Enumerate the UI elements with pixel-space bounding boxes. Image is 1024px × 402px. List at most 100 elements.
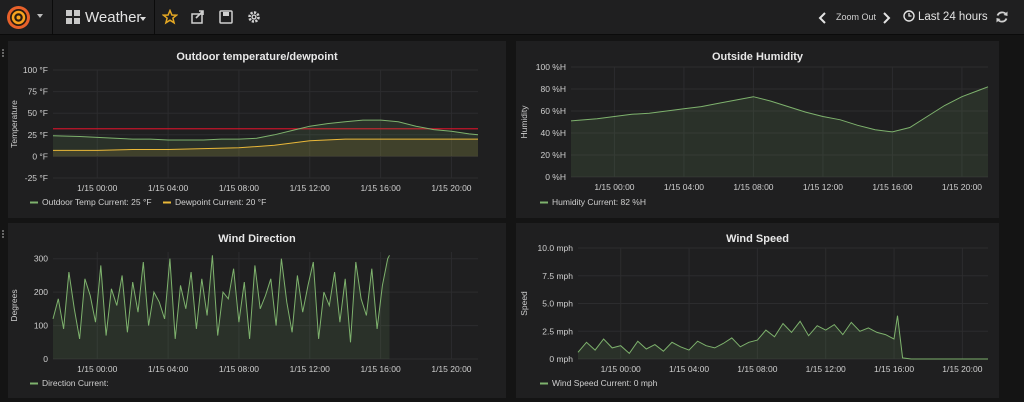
series-area-outdoor-temp (53, 120, 478, 157)
temperature-chart: 100 °F 75 °F 50 °F 25 °F 0 °F -25 °F 1/15 00:0… (9, 65, 479, 207)
y-tick-label: 100 %H (536, 62, 566, 72)
legend-swatch (30, 382, 38, 385)
y-tick-label: -25 °F (25, 173, 48, 183)
x-tick-label: 1/15 08:00 (219, 364, 259, 374)
x-tick-label: 1/15 08:00 (219, 183, 259, 193)
row-collapse-handle[interactable] (0, 48, 6, 58)
grafana-logo-icon (7, 6, 30, 29)
legend-entry: Dewpoint Current: 20 °F (175, 197, 266, 207)
legend-swatch (540, 382, 548, 385)
x-tick-label: 1/15 04:00 (148, 364, 188, 374)
row-collapse-handle[interactable] (0, 229, 6, 239)
y-tick-label: 200 (34, 287, 48, 297)
y-tick-label: 60 %H (540, 106, 566, 116)
x-tick-label: 1/15 20:00 (431, 364, 471, 374)
panel-wind-direction[interactable]: Wind Direction 300 200 100 0 1/15 00:00 1/15 … (8, 223, 506, 398)
x-tick-label: 1/15 16:00 (874, 364, 914, 374)
y-tick-label: 20 %H (540, 150, 566, 160)
legend-swatch (30, 201, 38, 204)
star-icon[interactable] (162, 9, 178, 25)
save-icon[interactable] (218, 9, 234, 25)
dashboard-picker[interactable]: Weather (54, 0, 155, 35)
x-tick-label: 1/15 20:00 (942, 364, 982, 374)
series-line-wind-speed (577, 315, 988, 360)
chevron-right-icon[interactable] (881, 12, 891, 24)
panel-outside-humidity[interactable]: Outside Humidity 100 %H 80 %H 60 %H 40 %H 20… (516, 41, 999, 218)
time-range-picker[interactable]: Last 24 hours (903, 10, 988, 23)
y-tick-label: 7.5 mph (542, 271, 573, 281)
x-tick-label: 1/15 20:00 (942, 182, 982, 192)
share-icon[interactable] (190, 9, 206, 25)
y-tick-label: 0 (43, 354, 48, 364)
dashboard-title: Weather (85, 9, 142, 26)
legend-entry: Wind Speed Current: 0 mph (552, 378, 658, 388)
y-tick-label: 300 (34, 254, 48, 264)
y-tick-label: 100 (34, 321, 48, 331)
y-tick-label: 50 °F (28, 108, 48, 118)
x-tick-label: 1/15 00:00 (77, 364, 117, 374)
x-tick-label: 1/15 04:00 (148, 183, 188, 193)
x-tick-label: 1/15 04:00 (664, 182, 704, 192)
humidity-chart: 100 %H 80 %H 60 %H 40 %H 20 %H 0 %H 1/15 00:00… (519, 62, 989, 207)
legend-entry: Outdoor Temp Current: 25 °F (42, 197, 152, 207)
series-line-humidity (570, 86, 989, 133)
series-line-outdoor-temp (52, 119, 479, 141)
x-tick-label: 1/15 12:00 (290, 364, 330, 374)
legend-swatch (540, 201, 548, 204)
panel-title[interactable]: Wind Direction (218, 233, 296, 245)
clock-icon (903, 10, 915, 22)
caret-down-icon (37, 14, 43, 18)
grafana-menu-button[interactable] (0, 0, 53, 35)
legend-swatch (163, 201, 171, 204)
x-tick-label: 1/15 16:00 (872, 182, 912, 192)
y-tick-label: 100 °F (23, 65, 48, 75)
y-tick-label: 5.0 mph (542, 299, 573, 309)
panel-title[interactable]: Outdoor temperature/dewpoint (176, 51, 338, 63)
y-tick-label: 2.5 mph (542, 326, 573, 336)
x-tick-label: 1/15 04:00 (669, 364, 709, 374)
gear-icon[interactable] (246, 9, 262, 25)
x-tick-label: 1/15 00:00 (594, 182, 634, 192)
panel-title[interactable]: Outside Humidity (711, 51, 804, 63)
top-navbar: Weather Zoom Out Last 24 hours (0, 0, 1024, 35)
x-tick-label: 1/15 00:00 (601, 364, 641, 374)
panel-outdoor-temperature[interactable]: Outdoor temperature/dewpoint 100 °F 75 °F… (8, 41, 506, 218)
x-tick-label: 1/15 16:00 (361, 183, 401, 193)
wind-speed-chart: 10.0 mph 7.5 mph 5.0 mph 2.5 mph 0 mph 1/15 0… (519, 243, 988, 388)
x-tick-label: 1/15 08:00 (737, 364, 777, 374)
series-area-humidity (571, 86, 988, 177)
time-range-label: Last 24 hours (918, 11, 988, 23)
series-area-wind-speed (578, 315, 988, 359)
y-tick-label: 0 °F (32, 151, 48, 161)
y-tick-label: 40 %H (540, 128, 566, 138)
y-tick-label: 75 °F (28, 87, 48, 97)
wind-direction-chart: 300 200 100 0 1/15 00:00 1/15 04:00 1/15 08:00… (9, 252, 478, 388)
x-tick-label: 1/15 12:00 (803, 182, 843, 192)
x-tick-label: 1/15 12:00 (806, 364, 846, 374)
dashboard-grid-icon (66, 10, 80, 24)
panel-title[interactable]: Wind Speed (726, 233, 789, 245)
x-tick-label: 1/15 12:00 (290, 183, 330, 193)
x-tick-label: 1/15 00:00 (77, 183, 117, 193)
series-line-direction (52, 255, 390, 343)
series-line-dewpoint (53, 138, 478, 151)
zoom-out-button[interactable]: Zoom Out (836, 12, 877, 22)
refresh-icon[interactable] (995, 10, 1009, 24)
y-tick-label: 0 mph (549, 354, 573, 364)
panel-wind-speed[interactable]: Wind Speed 10.0 mph 7.5 mph 5.0 mph 2.5 mph… (516, 223, 999, 398)
y-axis-label: Temperature (9, 100, 19, 148)
y-axis-label: Speed (519, 291, 529, 316)
legend-entry: Direction Current: (42, 378, 109, 388)
y-axis-label: Humidity (519, 105, 529, 139)
legend-entry: Humidity Current: 82 %H (552, 197, 646, 207)
y-tick-label: 10.0 mph (538, 243, 574, 253)
x-tick-label: 1/15 16:00 (361, 364, 401, 374)
y-axis-label: Degrees (9, 289, 19, 321)
x-tick-label: 1/15 08:00 (733, 182, 773, 192)
y-tick-label: 0 %H (545, 172, 566, 182)
y-tick-label: 25 °F (28, 130, 48, 140)
caret-down-icon (140, 17, 146, 21)
y-tick-label: 80 %H (540, 84, 566, 94)
chevron-left-icon[interactable] (818, 12, 828, 24)
series-area-dewpoint (53, 139, 478, 157)
